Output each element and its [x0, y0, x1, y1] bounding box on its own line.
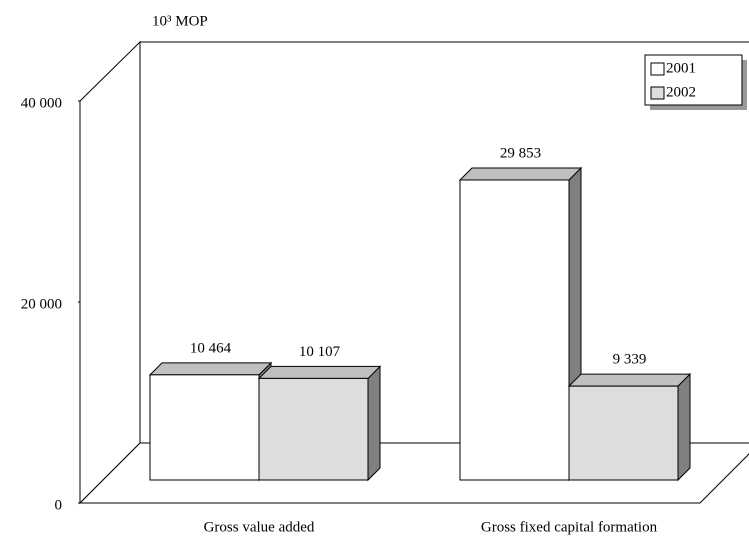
bar — [568, 385, 679, 481]
bar — [258, 377, 369, 481]
bar-top — [458, 167, 583, 181]
y-tick-label: 20 000 — [21, 296, 62, 312]
legend-label: 2002 — [666, 84, 696, 100]
unit-label: 10³ MOP — [152, 13, 208, 29]
bar — [149, 374, 260, 481]
y-tick-label: 40 000 — [21, 95, 62, 111]
bar-top — [148, 362, 273, 376]
side-wall — [79, 40, 141, 505]
legend-label: 2001 — [666, 60, 696, 76]
value-label: 29 853 — [500, 145, 541, 161]
value-label: 10 107 — [299, 344, 341, 360]
bar-top — [257, 365, 382, 379]
bar — [459, 179, 570, 481]
value-label: 10 464 — [190, 340, 232, 356]
legend-swatch — [650, 86, 665, 100]
value-label: 9 339 — [613, 352, 647, 368]
bar-top — [567, 373, 692, 387]
y-tick-label: 0 — [55, 497, 63, 513]
x-tick-label: Gross fixed capital formation — [481, 519, 658, 535]
bar-side — [677, 372, 691, 482]
x-tick-label: Gross value added — [204, 519, 315, 535]
bar-side — [367, 365, 381, 482]
legend-swatch — [650, 62, 665, 76]
